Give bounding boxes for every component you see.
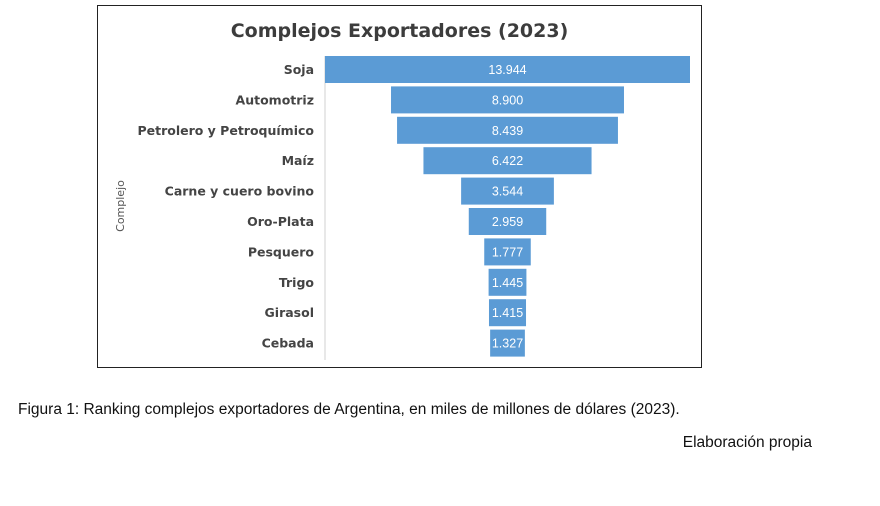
chart-frame: Complejos Exportadores (2023) Complejo 13… <box>97 5 702 368</box>
funnel-bar <box>468 208 547 235</box>
funnel-bar <box>488 299 527 327</box>
y-axis-title: Complejo <box>114 180 127 232</box>
category-label: Girasol <box>265 305 314 320</box>
bar-value-label: 8.439 <box>492 124 523 138</box>
funnel-bar <box>490 329 525 357</box>
funnel-chart: Complejo 13.944 Soja 8.900 Automotriz 8.439 Pe… <box>114 56 690 360</box>
funnel-bar <box>325 56 690 83</box>
category-label: Trigo <box>279 275 315 290</box>
bar-value-label: 1.327 <box>492 337 523 351</box>
bar-value-label: 13.944 <box>488 63 526 77</box>
category-label: Carne y cuero bovino <box>165 184 315 199</box>
funnel-bar <box>391 86 624 114</box>
bar-value-label: 8.900 <box>492 93 523 107</box>
category-label: Oro-Plata <box>247 214 314 229</box>
funnel-bar <box>397 116 618 144</box>
category-label: Maíz <box>282 153 314 168</box>
figure-credit: Elaboración propia <box>682 434 812 451</box>
bar-value-label: 1.777 <box>492 245 523 259</box>
bar-value-label: 3.544 <box>492 185 523 199</box>
funnel-bar <box>461 177 554 205</box>
funnel-bar <box>423 147 592 175</box>
bar-value-label: 6.422 <box>492 154 523 168</box>
bar-value-label: 2.959 <box>492 215 523 229</box>
figure-caption: Figura 1: Ranking complejos exportadores… <box>18 401 680 418</box>
category-label: Automotriz <box>236 92 314 107</box>
category-label: Soja <box>284 62 314 77</box>
category-label: Pesquero <box>248 244 315 259</box>
chart-title: Complejos Exportadores (2023) <box>230 20 569 42</box>
bar-value-label: 1.415 <box>492 306 523 320</box>
funnel-bar <box>488 268 527 296</box>
funnel-bar <box>484 238 531 266</box>
bar-value-label: 1.445 <box>492 276 523 290</box>
category-label: Petrolero y Petroquímico <box>137 123 314 138</box>
category-label: Cebada <box>262 336 314 351</box>
